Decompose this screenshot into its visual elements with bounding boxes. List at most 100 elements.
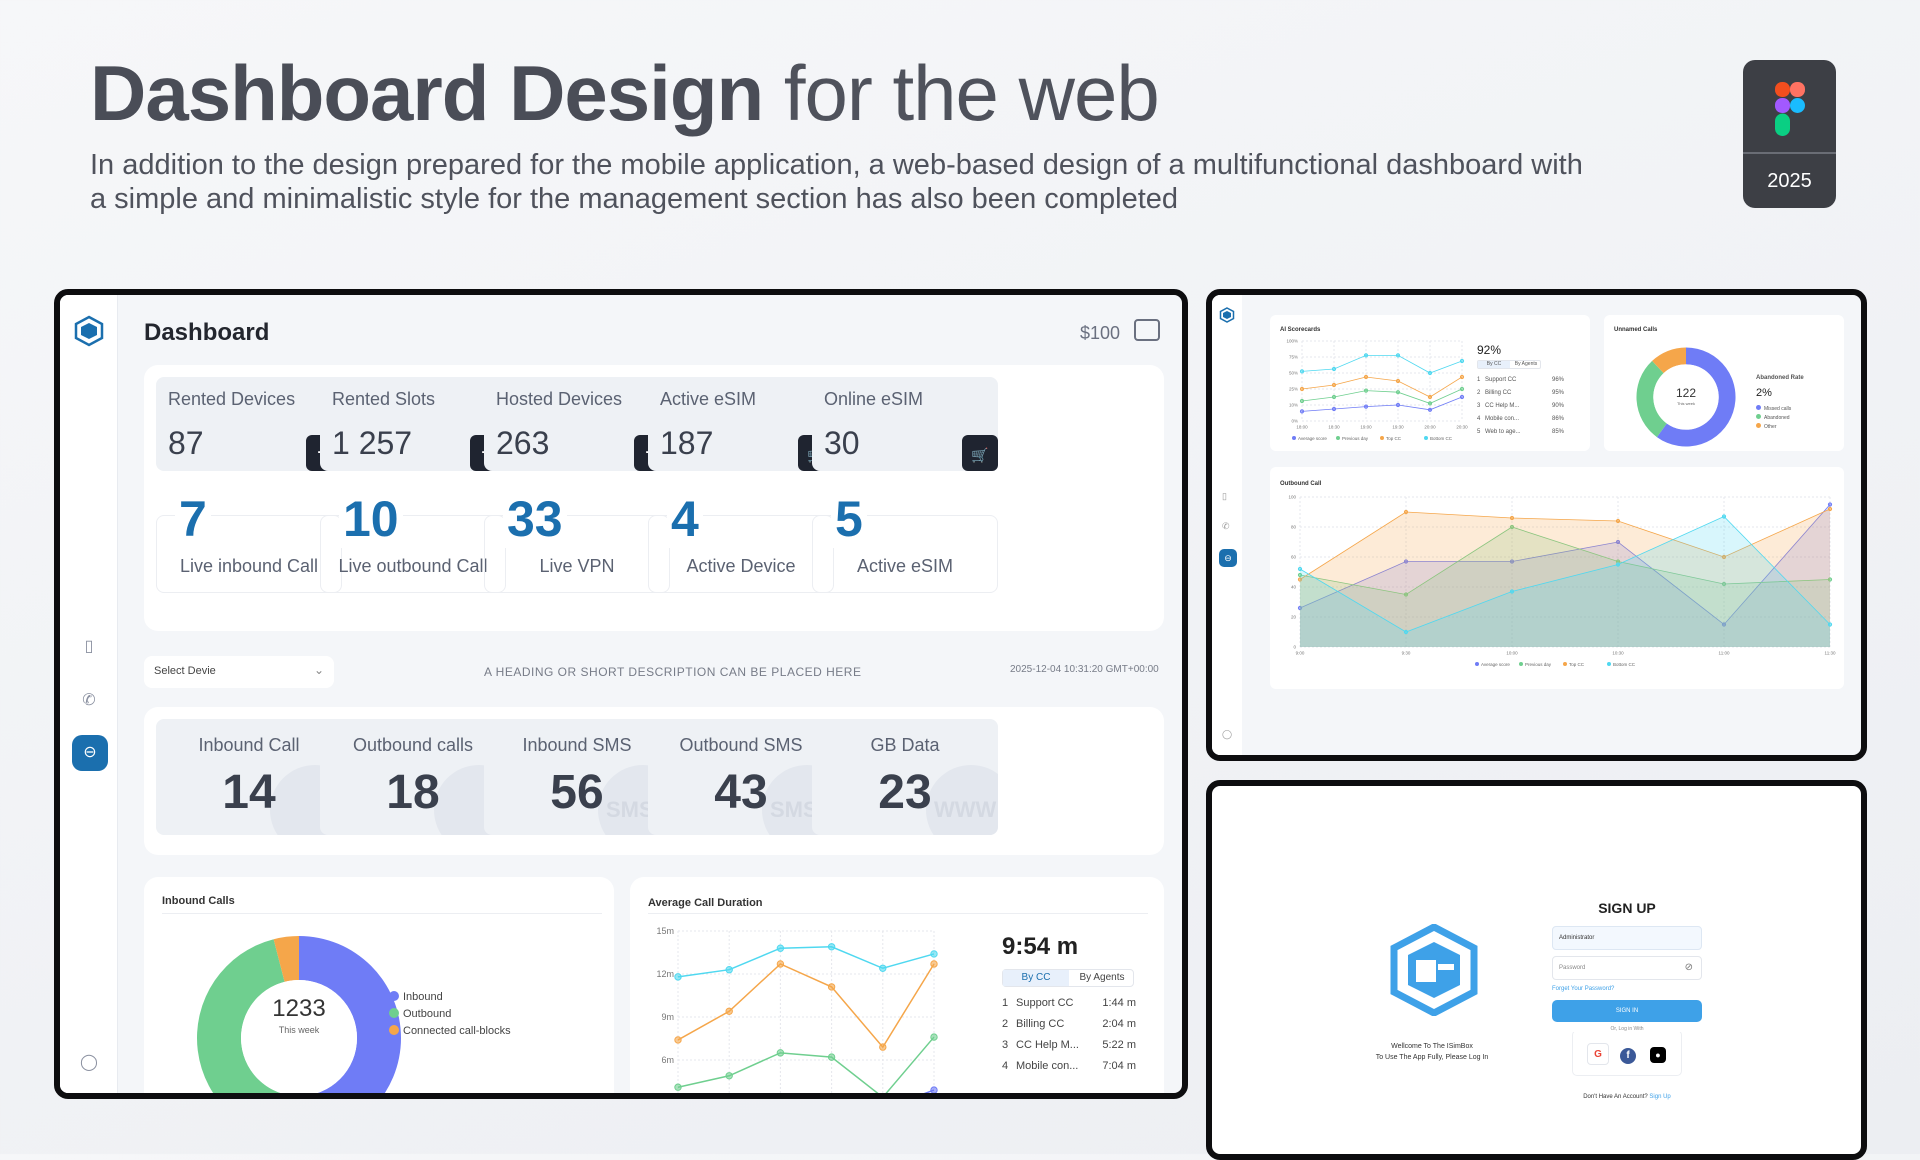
- legend-label: Average score: [1298, 436, 1327, 441]
- area-fill: [1300, 504, 1830, 647]
- unnamed-total: 122: [1675, 386, 1697, 400]
- avg-call-big-value: 9:54 m: [1002, 933, 1079, 960]
- app-logo-icon[interactable]: [73, 315, 105, 347]
- data-point: [1395, 353, 1401, 358]
- stat-label: Hosted Devices: [496, 389, 623, 409]
- series-line: [1301, 354, 1463, 374]
- x-tick-label: 18:30: [1328, 425, 1340, 430]
- data-point: [674, 973, 682, 981]
- stat-label: Active eSIM: [660, 389, 757, 409]
- legend-dot: [1756, 414, 1761, 419]
- legend-dot: [389, 991, 399, 1001]
- user-icon[interactable]: ◯: [80, 1054, 98, 1071]
- ranking-value: 86%: [1551, 416, 1564, 422]
- phone-icon[interactable]: ✆: [82, 692, 96, 709]
- series-line: [1299, 508, 1831, 580]
- analytics-sidebar: ▯ ✆ ⊖ ◯: [1212, 295, 1242, 755]
- y-tick-label: 9m: [661, 1012, 674, 1022]
- comm-value: 14: [222, 766, 276, 819]
- data-point: [1509, 524, 1515, 530]
- hero-title-light: for the web: [783, 49, 1160, 137]
- ai-scorecards-card: AI Scorecards 100% 75% 50% 25% 10% 0% 18:00 18:…: [1270, 315, 1590, 451]
- x-tick-label: 10:30: [1612, 651, 1624, 656]
- live-label: Live VPN: [539, 556, 615, 576]
- sign-in-button[interactable]: SIGN IN: [1552, 1000, 1702, 1022]
- tab-by-agents[interactable]: By Agents: [1514, 361, 1538, 367]
- ranking-value: 85%: [1551, 429, 1564, 435]
- data-point: [930, 950, 938, 958]
- y-tick-label: 20: [1291, 615, 1297, 620]
- data-point: [1403, 559, 1409, 564]
- data-point: [1509, 515, 1515, 521]
- hero-subtitle: In addition to the design prepared for t…: [90, 149, 1583, 215]
- data-icon[interactable]: ⊖: [1219, 549, 1237, 567]
- data-point: [1299, 398, 1305, 404]
- tab-by-cc[interactable]: By CC: [1003, 970, 1069, 986]
- data-point: [880, 1094, 886, 1099]
- y-tick-label: 80: [1291, 525, 1297, 530]
- ranking-rank: 1: [1477, 377, 1481, 383]
- scorecards-title: AI Scorecards: [1280, 327, 1321, 333]
- data-point: [828, 1094, 834, 1099]
- data-point: [1615, 562, 1621, 567]
- unnamed-calls-card: Unnamed Calls 122 This week Abandoned Ra…: [1604, 315, 1844, 451]
- hero-title-bold: Dashboard Design: [90, 49, 764, 137]
- sim-card-icon[interactable]: ▯: [1222, 491, 1227, 501]
- forgot-password-link[interactable]: Forget Your Password?: [1552, 986, 1615, 992]
- legend-label: Connected call-blocks: [403, 1025, 511, 1037]
- live-label: Live inbound Call: [179, 556, 319, 576]
- comm-card: Outbound calls 18: [320, 719, 506, 835]
- donut-center: [1653, 364, 1719, 430]
- comm-card: SMS Outbound SMS 43: [648, 719, 834, 835]
- apple-icon[interactable]: ●: [1647, 1043, 1669, 1065]
- data-icon[interactable]: ⊖: [72, 735, 108, 771]
- inbound-total-sub: This week: [278, 1025, 320, 1035]
- data-point: [1297, 577, 1303, 582]
- comm-value: 18: [386, 766, 440, 819]
- scorecards-tabs: By CC By Agents: [1477, 360, 1541, 369]
- legend-item: Connected call-blocks: [389, 1025, 511, 1037]
- series-line: [677, 1036, 935, 1093]
- google-icon[interactable]: G: [1587, 1043, 1609, 1065]
- x-tick-label: 18:00: [1296, 425, 1308, 430]
- divider: [648, 913, 1148, 914]
- page-title: Dashboard: [144, 319, 270, 346]
- data-point: [725, 1007, 733, 1015]
- signup-link[interactable]: Sign Up: [1649, 1094, 1671, 1100]
- ranking-name: Billing CC: [1485, 390, 1512, 396]
- device-select-value: Select Devie: [154, 665, 216, 677]
- password-field[interactable]: Password ⊘: [1552, 956, 1702, 980]
- data-point: [1331, 366, 1337, 372]
- tab-by-cc[interactable]: By CC: [1478, 361, 1510, 368]
- username-field[interactable]: Administrator: [1552, 926, 1702, 950]
- hero-title: Dashboard Design for the web: [90, 48, 1160, 139]
- outbound-area-chart: 100 80 60 40 20 09:00 9:30 10:00 10:30 11:00 11:30…: [1288, 495, 1835, 668]
- data-point: [1459, 394, 1465, 400]
- password-placeholder: Password: [1559, 965, 1586, 971]
- scorecards-line-chart: 100% 75% 50% 25% 10% 0%18:00 18:30 19:00 19:30 20…: [1286, 339, 1468, 442]
- stat-value: 87: [168, 425, 204, 461]
- welcome-line2: To Use The App Fully, Please Log In: [1375, 1054, 1489, 1061]
- y-tick-label: 25%: [1289, 387, 1298, 392]
- facebook-icon[interactable]: f: [1617, 1043, 1639, 1065]
- stat-action-button[interactable]: 🛒: [962, 435, 998, 471]
- stat-label: Online eSIM: [824, 389, 924, 409]
- eye-off-icon[interactable]: ⊘: [1684, 962, 1693, 973]
- wallet-icon[interactable]: [1134, 319, 1160, 341]
- legend-label: Previous day: [1342, 436, 1369, 441]
- tab-by-agents[interactable]: By Agents: [1079, 972, 1125, 983]
- app-logo-icon[interactable]: [1219, 307, 1235, 323]
- donut-slice: [273, 936, 299, 982]
- ranking-name: Mobile con...: [1485, 416, 1520, 422]
- live-card: 5 Active eSIM: [812, 490, 998, 593]
- sim-card-icon[interactable]: ▯: [84, 638, 94, 655]
- data-point: [1363, 404, 1369, 409]
- data-point: [827, 1053, 836, 1061]
- donut-slice: [1656, 347, 1736, 447]
- device-select[interactable]: Select Devie ⌄: [144, 656, 334, 688]
- data-point: [930, 960, 938, 968]
- user-icon[interactable]: ◯: [1222, 729, 1233, 739]
- phone-icon[interactable]: ✆: [1222, 521, 1230, 531]
- no-account-line: Don't Have An Account? Sign Up: [1552, 1094, 1702, 1100]
